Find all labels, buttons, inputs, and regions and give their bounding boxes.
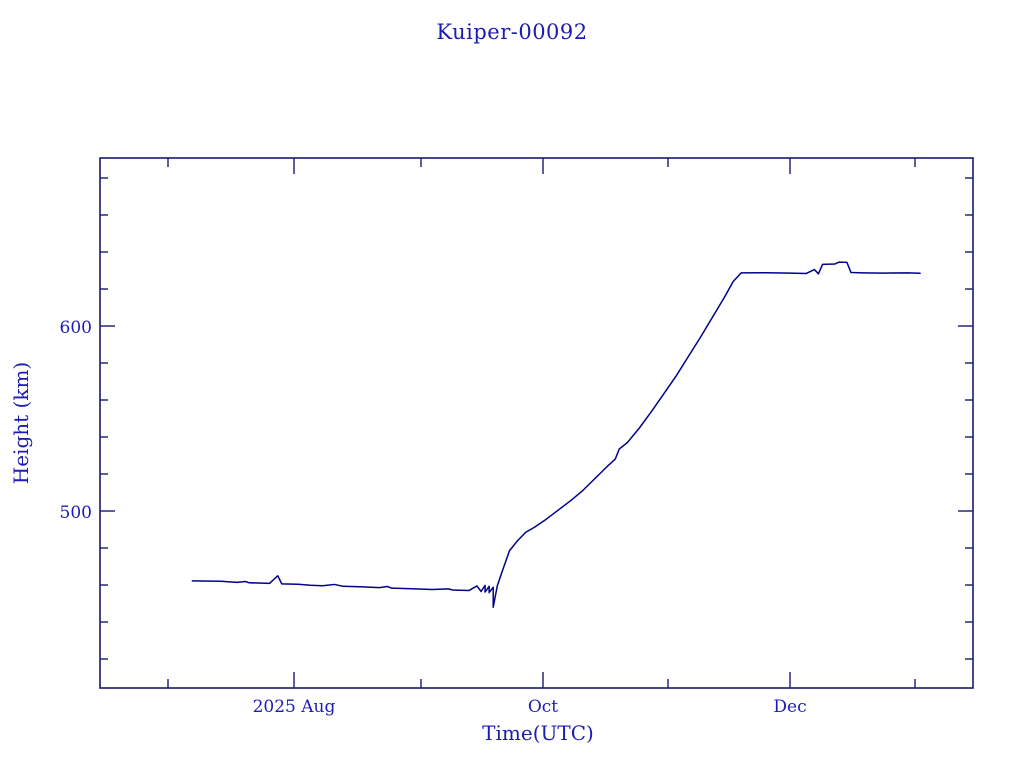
y-tick-label-600: 600: [60, 318, 92, 338]
x-tick-label-aug: 2025 Aug: [253, 697, 336, 717]
x-axis-ticks-bottom: [167, 672, 916, 688]
y-axis-title: Height (km): [9, 362, 33, 484]
y-tick-label-500: 500: [60, 503, 92, 523]
y-axis-ticks-left: [100, 177, 115, 660]
chart-title: Kuiper-00092: [436, 20, 587, 44]
height-series-line: [191, 261, 921, 608]
y-axis-ticks-right: [958, 177, 973, 660]
plot-frame: [99, 157, 974, 689]
x-tick-label-dec: Dec: [773, 697, 806, 717]
x-axis-title: Time(UTC): [482, 721, 594, 745]
x-axis-ticks-top: [167, 158, 916, 174]
x-tick-label-oct: Oct: [528, 697, 558, 717]
